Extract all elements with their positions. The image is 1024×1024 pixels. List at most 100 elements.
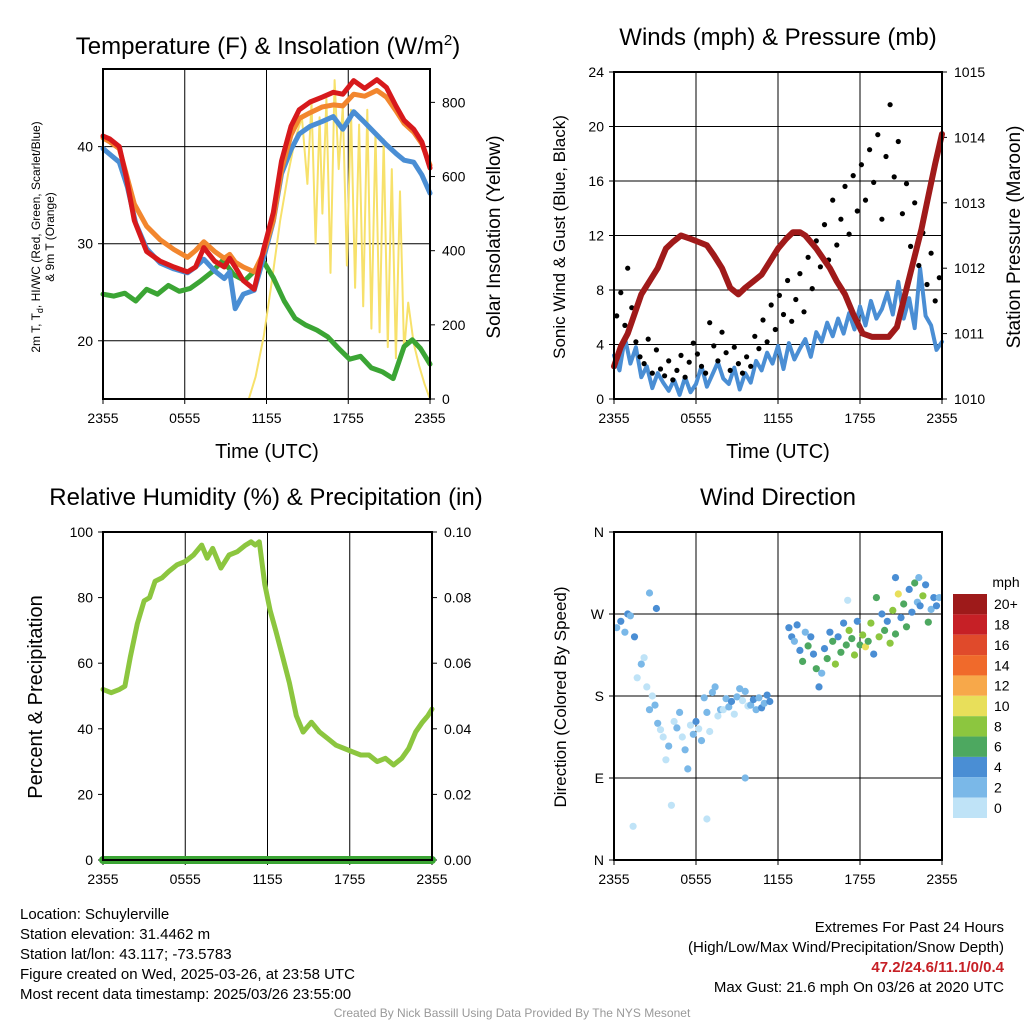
- direction-point: [689, 730, 697, 738]
- legend-label: 10: [994, 698, 1010, 714]
- gust-point: [801, 309, 807, 315]
- winds-title: Winds (mph) & Pressure (mb): [619, 24, 936, 51]
- direction-point: [665, 742, 673, 750]
- x-tick-label: 1155: [251, 410, 281, 426]
- direction-point: [900, 600, 908, 608]
- series-dewpoint: [100, 257, 433, 382]
- direction-point: [840, 619, 848, 627]
- x-tick-label: 2355: [414, 410, 445, 426]
- humidity-title: Relative Humidity (%) & Precipitation (i…: [49, 484, 482, 511]
- direction-point: [617, 617, 625, 625]
- gust-point: [899, 211, 906, 217]
- direction-point: [915, 574, 923, 582]
- gust-point: [797, 271, 803, 277]
- direction-point: [927, 605, 935, 614]
- gust-point: [622, 322, 628, 328]
- direction-point: [856, 641, 864, 649]
- direction-point: [829, 637, 837, 645]
- legend-label: 8: [994, 718, 1002, 734]
- plot-frame: [102, 68, 431, 400]
- direction-point: [834, 633, 842, 641]
- gust-point: [764, 339, 770, 345]
- gust-point: [908, 243, 914, 249]
- series-solar: [102, 79, 431, 400]
- elevation-text: Station elevation: 31.4462 m: [20, 926, 211, 943]
- x-tick-label: 1755: [844, 410, 875, 426]
- direction-point: [870, 650, 878, 658]
- direction-point: [894, 590, 902, 598]
- legend-label: 6: [994, 739, 1002, 755]
- y-right-tick-label: 0.02: [444, 786, 471, 802]
- legend-swatch: [953, 655, 987, 676]
- wind-direction-ylabel: Direction (Colored By Speed): [551, 586, 570, 807]
- station-info: Location: Schuylerville Station elevatio…: [20, 905, 355, 1005]
- y-tick-label: 20: [77, 333, 93, 349]
- direction-point: [733, 693, 741, 701]
- x-tick-label: 2355: [926, 871, 957, 887]
- direction-point: [706, 727, 714, 736]
- direction-point: [785, 624, 793, 632]
- direction-point: [919, 592, 927, 600]
- direction-point: [640, 654, 648, 662]
- y-right-tick-label: 1012: [954, 260, 985, 276]
- extremes-values: 47.2/24.6/11.1/0/0.4: [871, 959, 1004, 976]
- y-right-tick-label: 0.00: [444, 852, 471, 868]
- y-right-tick-label: 400: [442, 243, 466, 259]
- gust-point: [862, 197, 869, 203]
- direction-point: [747, 701, 755, 709]
- direction-point: [922, 581, 930, 589]
- gust-point: [936, 275, 942, 281]
- x-tick-label: 1755: [334, 871, 365, 887]
- gust-point: [614, 313, 620, 319]
- direction-point: [752, 706, 760, 714]
- x-tick-label: 2355: [598, 410, 629, 426]
- temperature-ylabel-right: Solar Insolation (Yellow): [484, 135, 505, 338]
- direction-point: [697, 737, 706, 745]
- winds-ylabel-right: Station Pressure (Maroon): [1004, 126, 1024, 349]
- temperature-ylabel-left-2: & 9m T (Orange): [43, 192, 57, 282]
- winds-ylabel-left: Sonic Wind & Gust (Blue, Black): [550, 115, 569, 359]
- legend-swatch: [953, 695, 987, 717]
- gust-point: [858, 162, 865, 168]
- y-tick-label: 80: [77, 590, 93, 606]
- x-tick-label: 1755: [333, 410, 364, 426]
- legend-swatch: [953, 736, 987, 757]
- direction-point: [684, 765, 692, 773]
- direction-point: [932, 602, 941, 610]
- direction-point: [755, 694, 763, 702]
- direction-point: [645, 706, 654, 714]
- y-right-tick-label: 800: [442, 94, 466, 110]
- gust-point: [715, 358, 721, 364]
- gust-point: [928, 250, 934, 256]
- series-pressure: [611, 131, 945, 370]
- plot-frame: [613, 71, 943, 400]
- gust-point: [748, 363, 754, 369]
- direction-point: [826, 628, 834, 636]
- gust-point: [924, 281, 930, 288]
- gust-point: [846, 231, 852, 237]
- gust-point: [871, 179, 877, 185]
- speed-legend: 20+ 18 16 14 12 10 8 6 4 2 0: [953, 594, 1018, 818]
- y-tick-label: 16: [588, 173, 604, 189]
- x-tick-label: 2355: [598, 871, 629, 887]
- direction-point: [749, 696, 758, 704]
- direction-point: [930, 594, 938, 602]
- direction-point: [809, 650, 818, 658]
- y-right-tick-label: 0: [442, 391, 450, 407]
- direction-point: [722, 695, 730, 703]
- direction-point: [815, 683, 823, 691]
- gust-point: [703, 370, 709, 376]
- y-right-tick-label: 1010: [954, 391, 985, 407]
- gust-point: [809, 286, 815, 292]
- y-right-tick-label: 0.10: [444, 524, 471, 540]
- gust-point: [789, 318, 795, 324]
- direction-point: [799, 657, 807, 666]
- direction-point: [818, 669, 826, 677]
- gust-point: [645, 336, 651, 342]
- direction-point: [820, 645, 829, 653]
- direction-point: [654, 719, 662, 727]
- gust-point: [793, 296, 799, 303]
- direction-point: [911, 579, 919, 587]
- gust-point: [678, 352, 684, 358]
- gust-point: [719, 329, 725, 335]
